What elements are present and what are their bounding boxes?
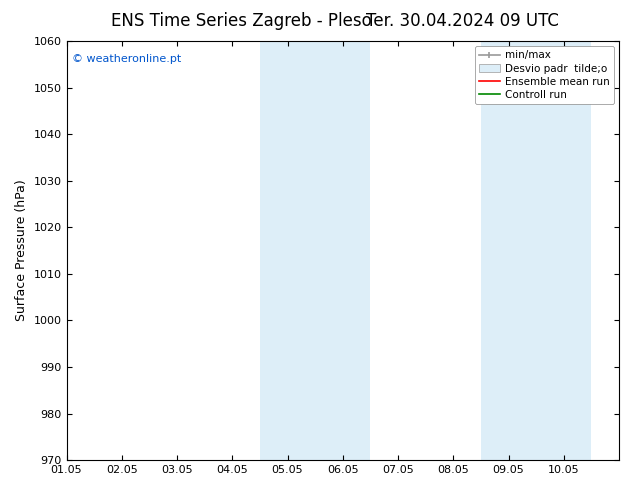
Bar (260, 41, 315, 460)
Bar (536, 41, 592, 460)
Bar (481, 41, 536, 460)
Legend: min/max, Desvio padr  tilde;o, Ensemble mean run, Controll run: min/max, Desvio padr tilde;o, Ensemble m… (475, 46, 614, 104)
Text: © weatheronline.pt: © weatheronline.pt (72, 53, 181, 64)
Bar (315, 41, 370, 460)
Text: Ter. 30.04.2024 09 UTC: Ter. 30.04.2024 09 UTC (366, 12, 559, 30)
Y-axis label: Surface Pressure (hPa): Surface Pressure (hPa) (15, 180, 28, 321)
Text: ENS Time Series Zagreb - Pleso: ENS Time Series Zagreb - Pleso (110, 12, 372, 30)
